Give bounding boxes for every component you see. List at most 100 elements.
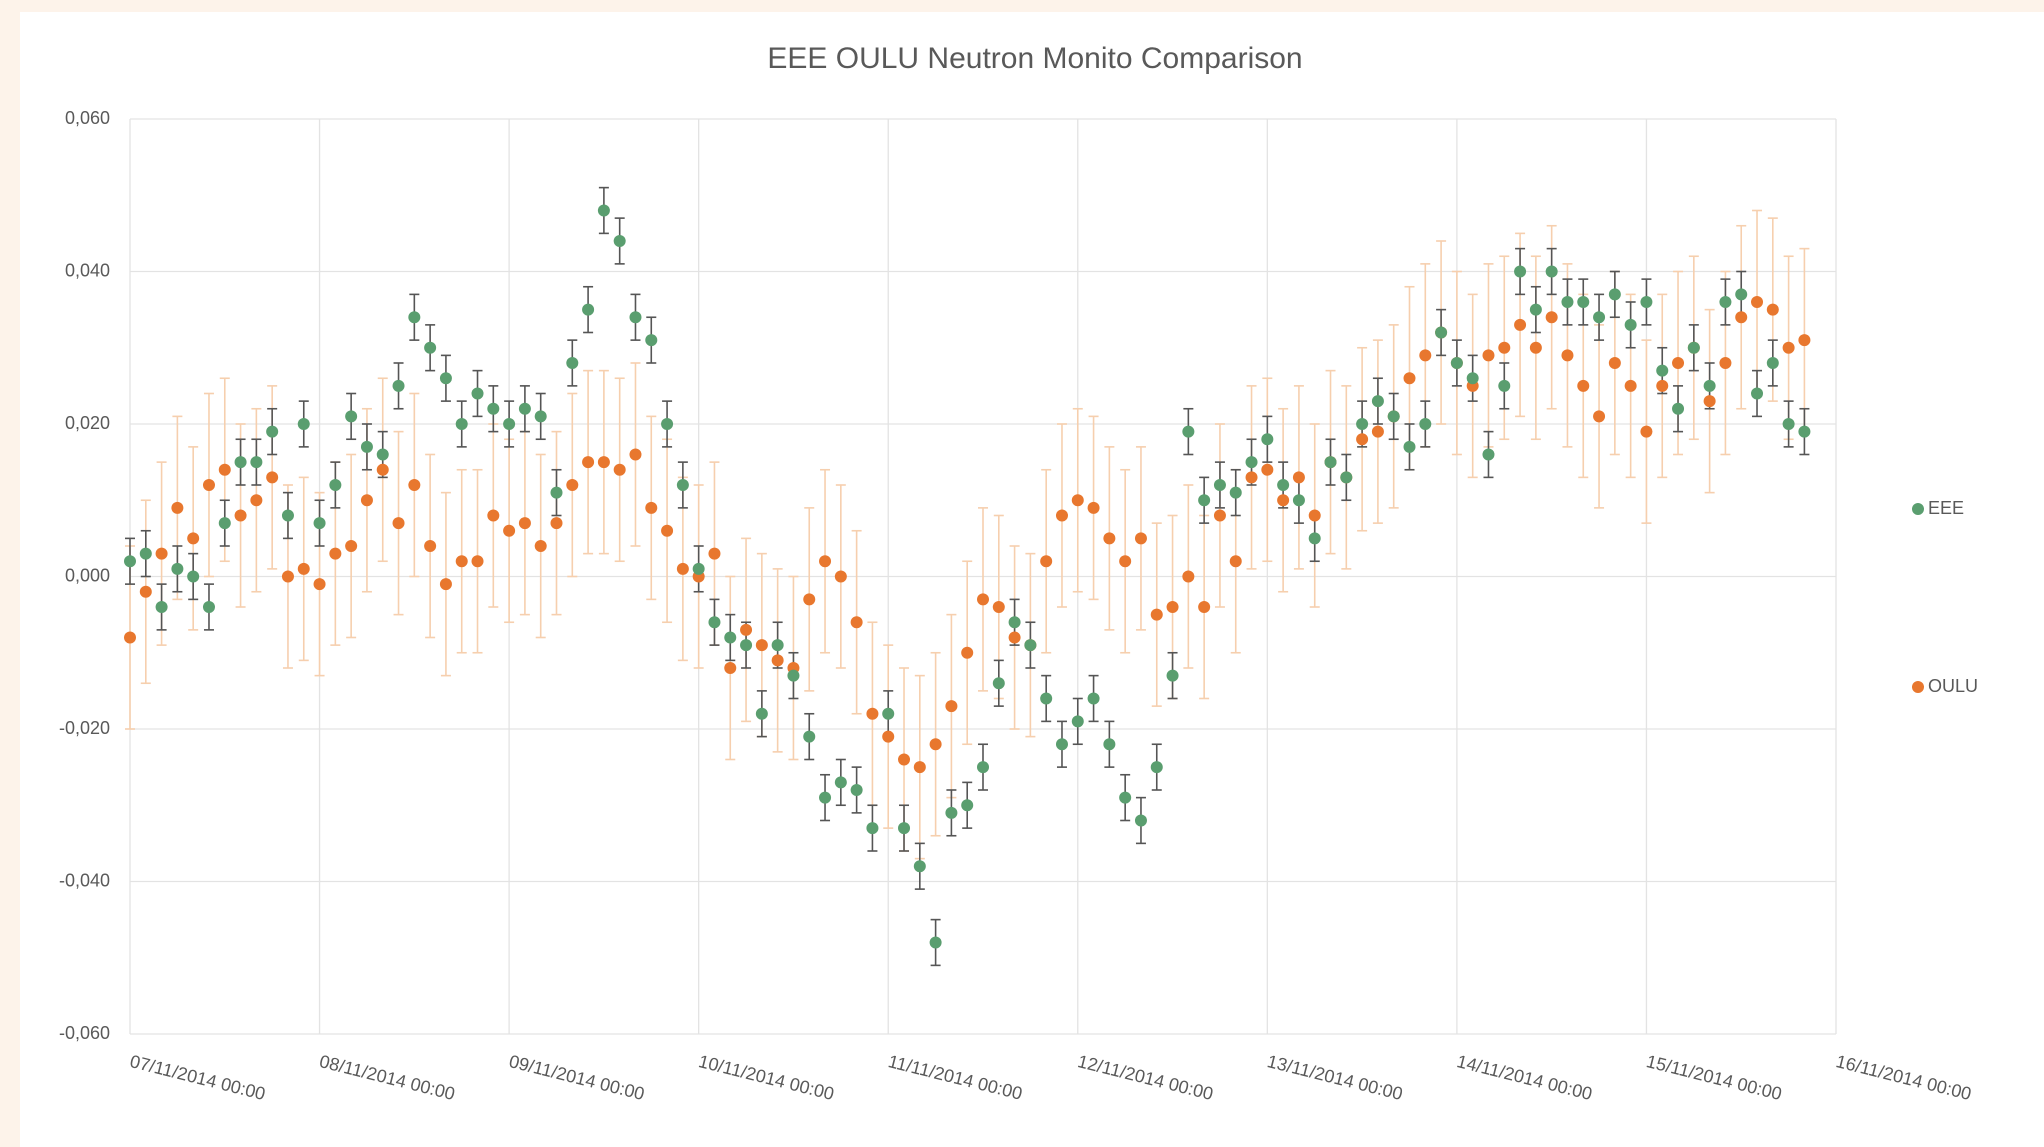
data-point xyxy=(1371,425,1384,438)
data-point xyxy=(1182,425,1195,438)
data-point xyxy=(1782,418,1795,430)
data-point xyxy=(1640,425,1653,438)
data-point xyxy=(961,799,974,812)
data-point xyxy=(487,509,500,522)
data-point xyxy=(1387,410,1400,423)
data-point xyxy=(187,532,200,545)
data-point xyxy=(1703,395,1716,408)
data-point xyxy=(597,456,610,469)
data-point xyxy=(329,547,342,560)
data-point xyxy=(1103,738,1116,751)
data-point xyxy=(645,501,658,514)
data-point xyxy=(1656,364,1669,377)
data-point xyxy=(408,311,421,324)
data-point xyxy=(977,593,989,606)
data-point xyxy=(1040,692,1053,705)
data-point xyxy=(424,341,437,354)
data-point xyxy=(1593,410,1606,423)
data-point xyxy=(202,479,215,491)
data-point xyxy=(424,540,437,552)
data-point xyxy=(1213,479,1226,491)
data-point xyxy=(1245,456,1258,469)
data-point xyxy=(771,639,784,652)
data-point xyxy=(455,555,468,568)
data-point xyxy=(1055,509,1068,522)
data-point xyxy=(345,540,358,552)
data-point xyxy=(155,601,168,613)
y-tick-label: 0,000 xyxy=(65,565,110,585)
data-point xyxy=(1640,296,1653,308)
data-point xyxy=(755,639,768,652)
data-point xyxy=(1482,448,1495,461)
data-point xyxy=(171,501,184,514)
data-point xyxy=(929,738,942,751)
data-point xyxy=(471,555,484,568)
data-point xyxy=(803,730,816,743)
data-point xyxy=(1166,669,1179,682)
data-point xyxy=(471,387,484,400)
data-point xyxy=(1498,341,1511,354)
data-point xyxy=(850,616,863,629)
data-point xyxy=(1703,379,1716,392)
data-point xyxy=(1514,265,1527,278)
data-point xyxy=(1529,341,1542,354)
data-point xyxy=(1403,440,1416,453)
data-point xyxy=(1134,532,1147,545)
data-point xyxy=(1324,456,1337,469)
data-point xyxy=(329,479,342,491)
data-point xyxy=(187,570,200,583)
data-point xyxy=(1529,303,1542,316)
legend-label: OULU xyxy=(1928,676,1978,696)
data-point xyxy=(1498,379,1511,392)
data-point xyxy=(1514,318,1527,331)
data-point xyxy=(250,456,263,469)
data-point xyxy=(534,540,547,552)
data-point xyxy=(1229,486,1242,499)
data-point xyxy=(518,517,531,530)
data-point xyxy=(724,631,737,644)
data-point xyxy=(1024,639,1037,652)
data-point xyxy=(313,517,326,530)
data-point xyxy=(1198,494,1211,507)
data-point xyxy=(1103,532,1116,545)
data-point xyxy=(1292,471,1305,484)
data-point xyxy=(1782,341,1795,354)
y-tick-label: 0,060 xyxy=(65,108,110,128)
data-point xyxy=(803,593,816,606)
data-point xyxy=(755,707,768,720)
data-point xyxy=(1561,296,1574,308)
data-point xyxy=(1419,418,1432,430)
data-point xyxy=(1450,357,1463,369)
data-point xyxy=(1608,288,1621,301)
y-tick-label: -0,040 xyxy=(59,870,110,890)
data-point xyxy=(1593,311,1606,324)
data-point xyxy=(913,860,926,873)
data-point xyxy=(1119,555,1132,568)
data-point xyxy=(1055,738,1068,751)
data-point xyxy=(1213,509,1226,522)
data-point xyxy=(1545,265,1558,278)
data-point xyxy=(1071,494,1084,507)
data-point xyxy=(1624,318,1637,331)
data-point xyxy=(360,494,373,507)
data-point xyxy=(376,463,389,476)
data-point xyxy=(661,524,674,537)
data-point xyxy=(992,601,1005,613)
data-point xyxy=(1229,555,1242,568)
data-point xyxy=(787,669,800,682)
data-point xyxy=(1356,418,1369,430)
data-point xyxy=(1071,715,1084,728)
data-point xyxy=(819,791,832,804)
data-point xyxy=(1419,349,1432,362)
data-point xyxy=(819,555,832,568)
data-point xyxy=(724,662,737,674)
chart-area xyxy=(20,12,2044,1147)
data-point xyxy=(376,448,389,461)
y-tick-label: 0,020 xyxy=(65,413,110,433)
data-point xyxy=(1751,296,1764,308)
data-point xyxy=(945,700,958,713)
data-point xyxy=(1292,494,1305,507)
data-point xyxy=(139,585,152,598)
data-point xyxy=(455,418,468,430)
